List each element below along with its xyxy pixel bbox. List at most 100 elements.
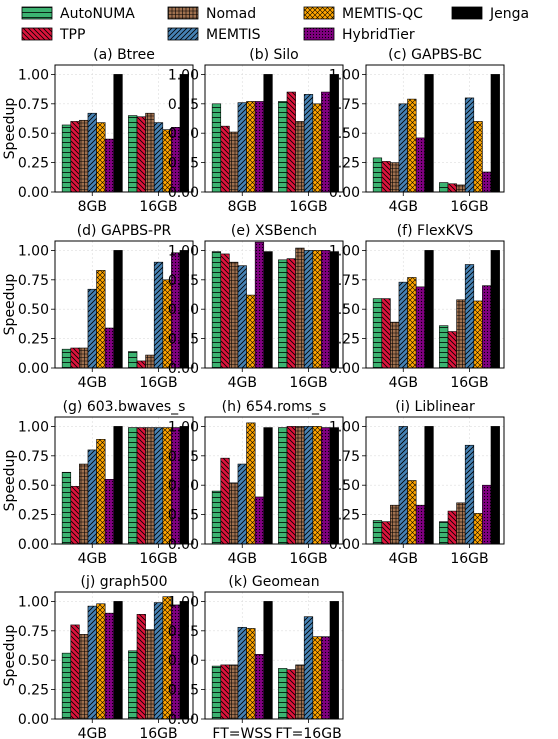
bar-hatch	[465, 445, 474, 544]
legend-label: MEMTIS-QC	[342, 6, 423, 22]
bar	[113, 74, 123, 193]
bar-hatch	[321, 92, 330, 192]
bar-hatch	[255, 654, 264, 719]
bar-hatch	[473, 513, 483, 544]
bar-hatch	[287, 258, 296, 368]
y-tick-label: 1.00	[18, 243, 49, 259]
y-tick-label: 0.00	[329, 537, 360, 553]
bar-hatch	[137, 427, 146, 544]
bar-hatch	[105, 139, 114, 192]
bar-hatch	[321, 250, 330, 368]
y-tick-label: 0.75	[18, 273, 49, 289]
y-tick-label: 0.75	[18, 97, 49, 113]
bar-hatch	[171, 604, 180, 719]
bar-hatch	[312, 250, 322, 368]
x-tick-label: 4GB	[78, 726, 107, 739]
y-tick-label: 0.25	[18, 683, 49, 699]
axes-frame	[365, 416, 505, 545]
bar-hatch	[145, 355, 155, 368]
axes-frame	[54, 64, 194, 193]
y-tick-label: 0.50	[329, 478, 360, 494]
x-tick-label: 4GB	[389, 551, 418, 567]
axes-frame	[204, 240, 344, 369]
legend-item: HybridTier	[303, 27, 415, 43]
bar-hatch	[295, 664, 305, 719]
bar-hatch	[62, 124, 71, 192]
legend-swatch-hatch	[168, 7, 198, 19]
bar-hatch	[482, 172, 491, 192]
y-axis-label: Speedup	[2, 450, 18, 512]
subplot: 4GB 16GB 0.00 0.25 0.50 0.75 1.00 (c) GAPBS-BC	[329, 47, 505, 215]
y-tick-label: 0.50	[168, 478, 199, 494]
bar-hatch	[154, 122, 163, 192]
bar-hatch	[295, 121, 305, 192]
bar-hatch	[145, 113, 155, 192]
y-tick-label: 0.25	[168, 332, 199, 348]
bar-hatch	[171, 252, 180, 368]
bar-hatch	[70, 486, 80, 544]
bar-hatch	[237, 627, 247, 719]
bar-hatch	[304, 250, 313, 368]
bar-hatch	[220, 126, 230, 192]
subplot: 8GB 16GB 0.00 0.25 0.50 0.75 1.00 (b) Silo	[168, 47, 344, 215]
bar-hatch	[482, 485, 491, 544]
bar-hatch	[246, 628, 256, 719]
bar	[490, 250, 500, 369]
bar-hatch	[70, 121, 80, 192]
bar-hatch	[381, 521, 391, 544]
bar-hatch	[229, 482, 238, 544]
bar-hatch	[278, 427, 287, 544]
bar-hatch	[87, 606, 97, 719]
subplot-title: (k) Geomean	[228, 574, 319, 590]
bar-hatch	[79, 464, 88, 544]
y-tick-label: 0.75	[18, 449, 49, 465]
subplot: 0.00 0.25 0.50 0.75 1.00 4GB 16GB (j) graph500 S…	[2, 574, 194, 739]
bar-hatch	[398, 282, 408, 368]
y-tick-label: 0.00	[329, 185, 360, 201]
y-tick-label: 0.25	[18, 508, 49, 524]
bar	[113, 250, 123, 369]
y-tick-label: 0.75	[168, 624, 199, 640]
bar-hatch	[96, 439, 106, 544]
bar-hatch	[212, 251, 221, 368]
bar-hatch	[321, 636, 330, 719]
y-tick-label: 1.00	[18, 594, 49, 610]
y-tick-label: 0.25	[18, 332, 49, 348]
bar	[113, 426, 123, 545]
y-tick-label: 1.00	[329, 419, 360, 435]
x-tick-label: 16GB	[139, 726, 177, 739]
x-tick-label: 16GB	[289, 551, 327, 567]
bar-hatch	[105, 479, 114, 544]
bar-hatch	[137, 360, 146, 368]
x-tick-label: 4GB	[78, 551, 107, 567]
subplot-title: (b) Silo	[249, 47, 299, 63]
y-tick-label: 0.25	[168, 508, 199, 524]
bar-hatch	[398, 426, 408, 544]
x-tick-label: FT=WSS	[212, 726, 272, 739]
bar-hatch	[96, 603, 106, 719]
bar-hatch	[312, 103, 322, 192]
legend-item: MEMTIS-QC	[303, 6, 423, 22]
y-tick-label: 0.00	[168, 185, 199, 201]
legend-swatch-hatch	[22, 7, 52, 19]
bar-hatch	[439, 325, 448, 368]
y-tick-label: 1.00	[168, 67, 199, 83]
bar-hatch	[439, 182, 448, 192]
axes-frame	[365, 64, 505, 193]
axes-frame	[204, 64, 344, 193]
y-tick-label: 0.50	[18, 126, 49, 142]
x-tick-label: 16GB	[139, 551, 177, 567]
x-tick-label: FT=16GB	[275, 726, 341, 739]
bar	[490, 426, 500, 545]
bar-hatch	[321, 427, 330, 544]
x-tick-label: 4GB	[389, 199, 418, 215]
bar-hatch	[304, 94, 313, 192]
subplot: FT=WSS FT=16GB 0.00 0.25 0.50 0.75 1.00 (k) Geo…	[168, 574, 344, 739]
bar-hatch	[87, 113, 97, 192]
y-tick-label: 0.00	[168, 361, 199, 377]
y-tick-label: 0.00	[18, 537, 49, 553]
bar	[424, 250, 434, 369]
y-tick-label: 1.00	[329, 67, 360, 83]
x-tick-label: 16GB	[450, 551, 488, 567]
bar-hatch	[162, 427, 172, 544]
